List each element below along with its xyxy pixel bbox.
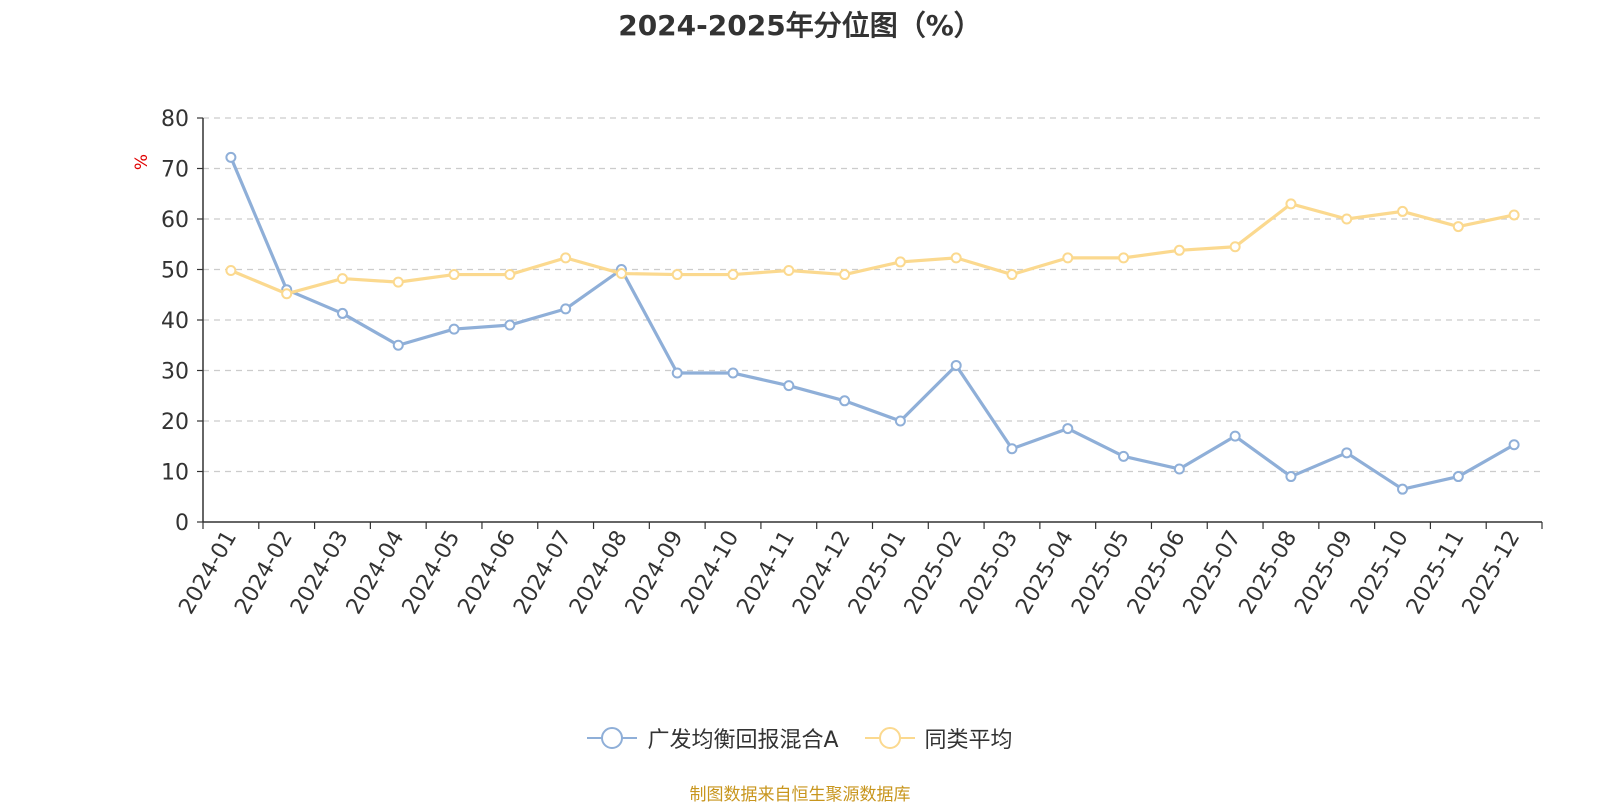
legend-item-fund[interactable]: 广发均衡回报混合A [587,722,839,754]
line-chart: 0 10 20 30 40 50 60 70 80 2024-012024-022024-032… [132,107,1543,619]
legend-fund-label: 广发均衡回报混合A [647,728,839,753]
y-tick-label: 20 [161,410,189,435]
data-point [894,415,906,427]
y-tick-label: 70 [161,158,189,183]
y-tick-label: 80 [161,107,189,132]
data-point [1118,450,1130,462]
series-line-0 [229,156,1515,491]
legend: 广发均衡回报混合A 同类平均 [0,722,1600,754]
data-point [1452,471,1464,483]
data-point [1285,471,1297,483]
data-point [1508,439,1520,451]
data-point [783,265,795,277]
data-point [1062,252,1074,264]
grid-lines [203,117,1542,473]
data-point [950,359,962,371]
data-point [1229,241,1241,253]
data-point [392,276,404,288]
data-point [783,380,795,392]
data-point [448,269,460,281]
y-tick-label: 40 [161,309,189,334]
series-line-1 [230,202,1515,296]
series-group [225,151,1520,495]
data-point [504,319,516,331]
data-point [839,395,851,407]
data-point [336,273,348,285]
y-tick-label: 50 [161,259,189,284]
data-point [1062,423,1074,435]
y-tick-label: 60 [161,208,189,233]
data-point [894,256,906,268]
data-point [1006,269,1018,281]
y-tick-label: 30 [161,360,189,385]
data-point [281,288,293,300]
data-point [560,303,572,315]
data-point [839,269,851,281]
legend-item-peer-average[interactable]: 同类平均 [864,722,1013,754]
data-point [1341,447,1353,459]
data-point [671,269,683,281]
data-point [727,269,739,281]
data-point [225,151,237,163]
data-point [1173,244,1185,256]
data-point [1118,252,1130,264]
legend-peer-label: 同类平均 [924,728,1013,753]
data-point [1397,205,1409,217]
y-axis: 0 10 20 30 40 50 60 70 80 [161,107,204,536]
data-point [560,252,572,264]
y-axis-unit-label: % [132,154,152,170]
data-point [1397,483,1409,495]
data-point [1341,213,1353,225]
data-point [1229,430,1241,442]
data-point [1285,198,1297,210]
data-point [1508,209,1520,221]
data-point [615,268,627,280]
y-tick-label: 10 [161,461,189,486]
x-axis: 2024-012024-022024-032024-042024-052024-… [174,521,1543,619]
chart-title: 2024-2025年分位图（%） [618,9,982,42]
y-tick-label: 0 [175,511,189,536]
data-point [225,265,237,277]
data-point [671,367,683,379]
data-point [1173,463,1185,475]
data-point [727,367,739,379]
data-point [950,252,962,264]
data-point [1006,443,1018,455]
data-source-note: 制图数据来自恒生聚源数据库 [689,785,911,805]
legend-fund-circle-icon [587,727,638,749]
data-point [1452,221,1464,233]
data-point [504,269,516,281]
data-point [392,339,404,351]
legend-peer-circle-icon [864,727,915,749]
data-point [448,323,460,335]
data-point [336,307,348,319]
